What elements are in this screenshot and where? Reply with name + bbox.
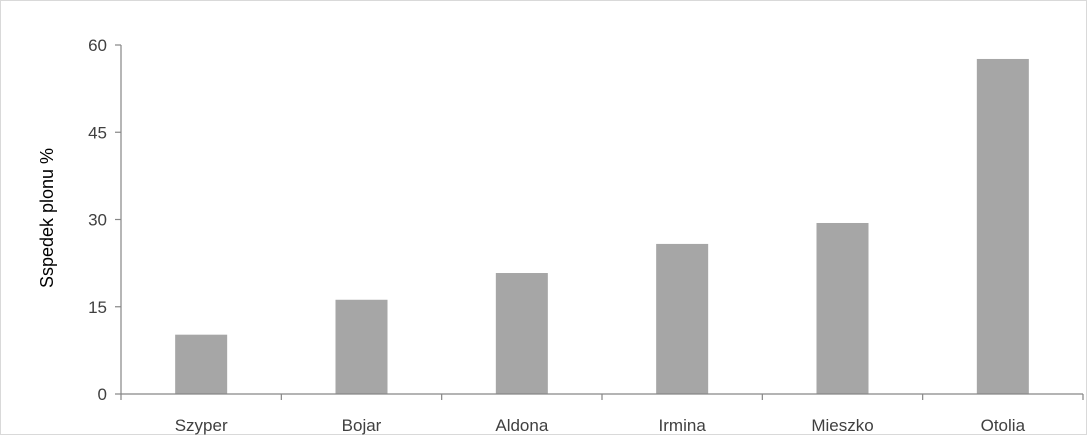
x-tick-label: Szyper	[175, 416, 228, 435]
axes-group	[120, 45, 1083, 395]
bar-otolia	[976, 58, 1029, 395]
y-tick-label: 0	[98, 385, 107, 404]
y-tick-label: 60	[88, 36, 107, 55]
bar-irmina	[656, 243, 709, 394]
y-axis-title: Sspedek plonu %	[37, 148, 57, 288]
y-tick-label: 15	[88, 298, 107, 317]
bars-group	[175, 58, 1029, 395]
x-tick-label: Aldona	[495, 416, 548, 435]
x-tick-label: Bojar	[342, 416, 382, 435]
y-tick-label: 30	[88, 211, 107, 230]
bar-mieszko	[816, 222, 869, 394]
x-tick-label: Irmina	[659, 416, 707, 435]
bar-bojar	[335, 299, 388, 394]
y-axis-ticks: 0 15 30 45 60	[88, 36, 121, 404]
x-tick-label: Otolia	[981, 416, 1026, 435]
bar-szyper	[175, 334, 228, 394]
y-tick-label: 45	[88, 123, 107, 142]
x-tick-label: Mieszko	[811, 416, 873, 435]
x-axis-ticks: Szyper Bojar Aldona Irmina Mieszko Otolia	[120, 394, 1084, 435]
bar-aldona	[495, 273, 548, 394]
